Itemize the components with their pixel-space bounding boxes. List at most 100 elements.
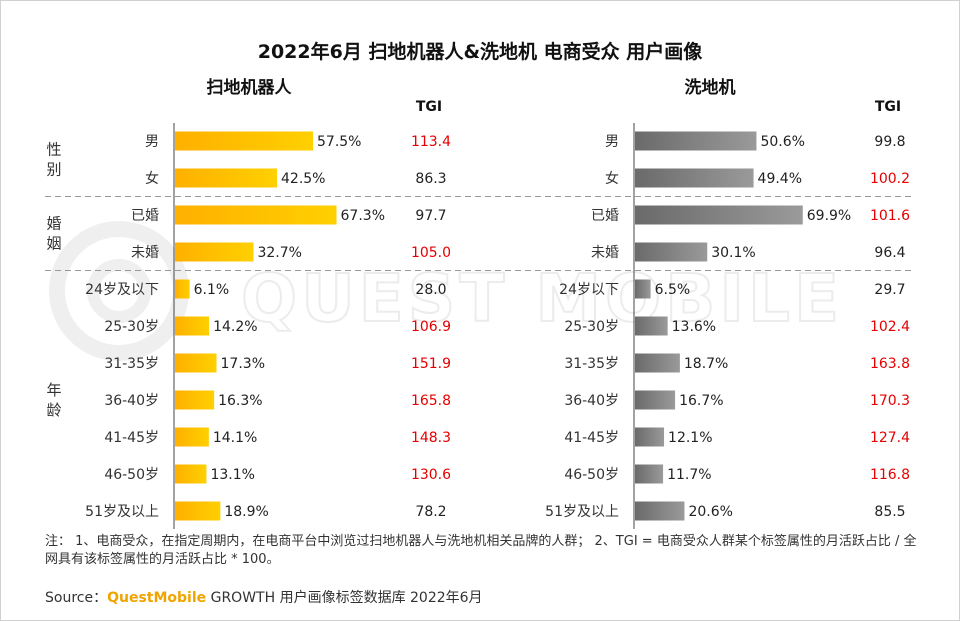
group-label-2: 年龄 <box>46 381 61 419</box>
panel-1-tgi-value: 85.5 <box>874 504 905 520</box>
source-prefix: Source： <box>45 590 108 606</box>
watermark-logo-core <box>87 259 151 323</box>
panel-1-category-label: 36-40岁 <box>564 393 619 409</box>
panel-1-bar <box>635 242 708 262</box>
panel-0-value-label: 6.1% <box>194 282 230 298</box>
panel-0-bar <box>175 501 221 521</box>
panel-0-bar <box>175 390 215 410</box>
panel-1-tgi-value: 102.4 <box>870 319 910 335</box>
panel-0-category-label: 36-40岁 <box>104 393 159 409</box>
right-panel-title: 洗地机 <box>685 77 736 98</box>
panel-0-tgi-value: 113.4 <box>411 134 451 150</box>
panel-0-bar <box>175 279 190 299</box>
panel-1-category-label: 46-50岁 <box>564 467 619 483</box>
panel-1-category-label: 未婚 <box>591 245 619 261</box>
panel-1-bar <box>635 131 757 151</box>
panel-0-tgi-value: 165.8 <box>411 393 451 409</box>
panel-1-value-label: 12.1% <box>668 430 712 446</box>
panel-0-value-label: 13.1% <box>210 467 254 483</box>
panel-0-category-label: 未婚 <box>131 245 159 261</box>
panel-1-category-label: 31-35岁 <box>564 356 619 372</box>
panel-1-bar <box>635 353 680 373</box>
panel-1-value-label: 13.6% <box>672 319 716 335</box>
left-tgi-header: TGI <box>416 99 442 115</box>
panel-1-value-label: 30.1% <box>711 245 755 261</box>
panel-1-bar <box>635 205 803 225</box>
panel-0-bar <box>175 316 210 336</box>
panel-1-value-label: 18.7% <box>684 356 728 372</box>
panel-1-category-label: 女 <box>605 170 619 187</box>
panel-1-bar <box>635 316 668 336</box>
panel-1-value-label: 6.5% <box>655 282 691 298</box>
panel-0-tgi-value: 28.0 <box>415 282 446 298</box>
chart-canvas: QUEST MOBILE 2022年6月 扫地机器人&洗地机 电商受众 用户画像… <box>45 40 913 529</box>
right-tgi-header: TGI <box>875 99 901 115</box>
panel-0-tgi-value: 86.3 <box>415 171 446 187</box>
panel-1-bar <box>635 464 664 484</box>
panel-1-category-label: 51岁及以上 <box>545 504 619 520</box>
panel-0-tgi-value: 105.0 <box>411 245 451 261</box>
panel-0-bar <box>175 427 209 447</box>
panel-1-category-label: 25-30岁 <box>564 319 619 335</box>
footnote: 注： 1、电商受众，在指定周期内，在电商平台中浏览过扫地机器人与洗地机相关品牌的… <box>45 534 917 567</box>
panel-1-tgi-value: 100.2 <box>870 171 910 187</box>
panel-0-category-label: 25-30岁 <box>104 319 159 335</box>
panel-0-bar <box>175 168 277 188</box>
panel-0-tgi-value: 148.3 <box>411 430 451 446</box>
panel-1-value-label: 20.6% <box>688 504 732 520</box>
panel-1-value-label: 50.6% <box>760 134 804 150</box>
panel-0-value-label: 14.1% <box>213 430 257 446</box>
panel-1-bar <box>635 427 665 447</box>
panel-1-bar <box>635 279 651 299</box>
watermark: QUEST MOBILE <box>49 221 843 361</box>
panel-0-value-label: 18.9% <box>224 504 268 520</box>
panel-0-category-label: 女 <box>145 170 159 187</box>
panel-0-bar <box>175 205 337 225</box>
left-panel-title: 扫地机器人 <box>207 77 293 98</box>
panel-0-tgi-value: 151.9 <box>411 356 451 372</box>
panel-1-bar <box>635 168 754 188</box>
panel-1-tgi-value: 163.8 <box>870 356 910 372</box>
panel-1-category-label: 男 <box>605 134 619 150</box>
panel-1-tgi-value: 99.8 <box>874 134 905 150</box>
panel-0-value-label: 32.7% <box>257 245 301 261</box>
panel-0-category-label: 男 <box>145 134 159 150</box>
panel-1-value-label: 69.9% <box>807 208 851 224</box>
source-text: GROWTH 用户画像标签数据库 2022年6月 <box>206 590 483 606</box>
source-line: Source：QuestMobile GROWTH 用户画像标签数据库 2022… <box>45 587 483 607</box>
panel-1-value-label: 11.7% <box>667 467 711 483</box>
panel-1-tgi-value: 96.4 <box>874 245 905 261</box>
panel-1-bar <box>635 390 676 410</box>
panel-0-category-label: 24岁及以下 <box>85 282 159 298</box>
panel-0-value-label: 17.3% <box>221 356 265 372</box>
panel-0-tgi-value: 78.2 <box>415 504 446 520</box>
panel-0-value-label: 42.5% <box>281 171 325 187</box>
watermark-text: QUEST MOBILE <box>241 260 843 337</box>
panel-0-value-label: 67.3% <box>341 208 385 224</box>
panel-0-bar <box>175 131 313 151</box>
panel-1-category-label: 已婚 <box>591 208 619 224</box>
panel-0-tgi-value: 97.7 <box>415 208 446 224</box>
group-label-1: 婚姻 <box>46 215 61 253</box>
panel-1-tgi-value: 116.8 <box>870 467 910 483</box>
panel-0-tgi-value: 106.9 <box>411 319 451 335</box>
panel-0-value-label: 16.3% <box>218 393 262 409</box>
panel-0-bar <box>175 242 254 262</box>
panel-1-bar <box>635 501 685 521</box>
panel-0-category-label: 51岁及以上 <box>85 504 159 520</box>
panel-0-category-label: 41-45岁 <box>104 430 159 446</box>
panel-1-value-label: 16.7% <box>679 393 723 409</box>
panel-1-category-label: 24岁以下 <box>559 282 619 298</box>
panel-0-category-label: 31-35岁 <box>104 356 159 372</box>
panel-0-value-label: 57.5% <box>317 134 361 150</box>
panel-1-tgi-value: 170.3 <box>870 393 910 409</box>
panel-1-value-label: 49.4% <box>758 171 802 187</box>
panel-0-value-label: 14.2% <box>213 319 257 335</box>
panel-1-category-label: 41-45岁 <box>564 430 619 446</box>
source-brand: QuestMobile <box>107 590 207 606</box>
panel-0-category-label: 46-50岁 <box>104 467 159 483</box>
group-label-0: 性别 <box>46 141 61 179</box>
panel-1-tgi-value: 101.6 <box>870 208 910 224</box>
